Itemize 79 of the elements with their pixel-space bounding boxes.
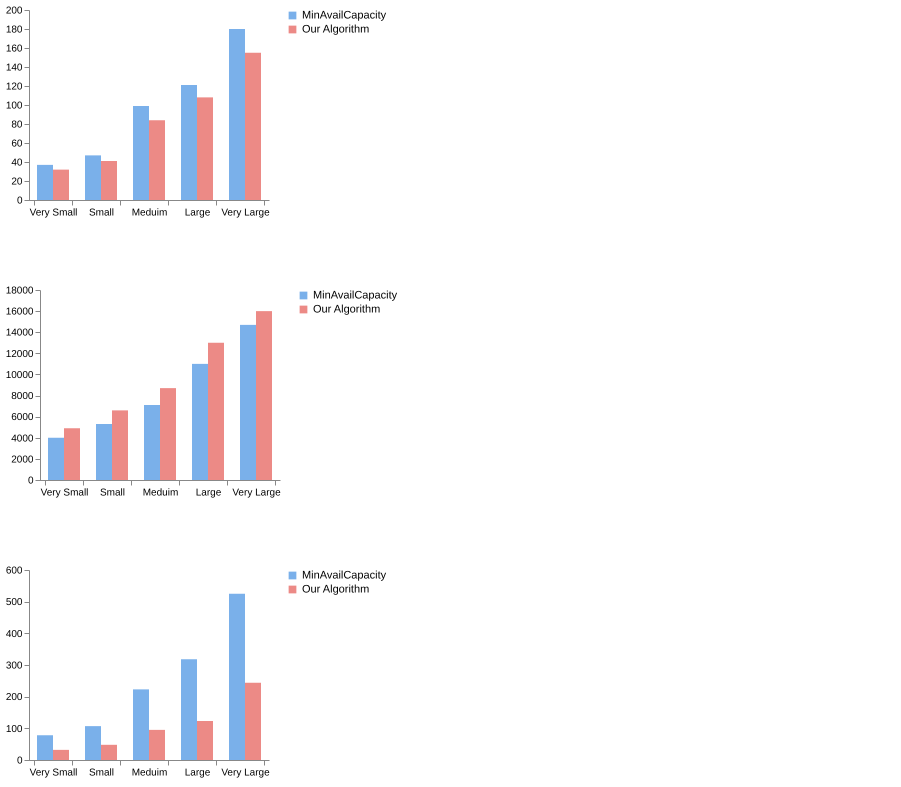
bar <box>133 106 149 200</box>
y-tick-label: 120 <box>6 82 23 92</box>
y-tick-label: 140 <box>6 62 23 74</box>
y-tick-label: 10000 <box>6 370 34 381</box>
y-tick-label: 6000 <box>11 412 34 424</box>
bar <box>149 730 165 760</box>
bar <box>229 29 245 200</box>
bar <box>160 388 176 480</box>
bar <box>101 744 117 760</box>
x-tick-label: Very Large <box>221 768 270 778</box>
y-tick-label: 200 <box>6 6 23 16</box>
x-tick-label: Small <box>100 488 126 498</box>
y-tick-label: 18000 <box>6 286 34 296</box>
y-tick-label: 60 <box>11 138 23 150</box>
y-tick-label: 2000 <box>11 454 34 466</box>
bar <box>37 164 53 200</box>
bar <box>208 342 224 480</box>
y-tick-label: 0 <box>16 756 23 766</box>
legend-label: Our Algorithm <box>313 304 380 316</box>
y-tick-label: 0 <box>16 196 23 206</box>
x-tick-label: Large <box>196 488 222 498</box>
x-tick-label: Very Large <box>221 208 270 218</box>
legend-label: MinAvailCapacity <box>302 570 387 582</box>
y-tick-label: 600 <box>6 566 23 576</box>
bar <box>197 721 213 760</box>
bar <box>245 52 261 200</box>
bar <box>37 735 53 760</box>
x-tick-label: Very Small <box>40 488 88 498</box>
bar <box>133 689 149 760</box>
bar <box>256 311 272 480</box>
bar <box>240 324 256 480</box>
bar <box>53 750 69 760</box>
bar <box>181 659 197 760</box>
y-tick-label: 40 <box>11 158 23 168</box>
bar <box>229 594 245 760</box>
bar <box>101 161 117 200</box>
x-tick-label: Meduim <box>132 768 168 778</box>
x-tick-label: Meduim <box>142 488 178 498</box>
y-tick-label: 8000 <box>11 391 34 402</box>
y-tick-label: 4000 <box>11 433 34 444</box>
y-tick-label: 200 <box>6 692 23 704</box>
bar <box>48 438 64 480</box>
bar <box>53 170 69 200</box>
bar <box>149 120 165 200</box>
bar <box>85 155 101 200</box>
x-tick-label: Large <box>184 208 211 218</box>
x-tick-label: Small <box>88 208 114 218</box>
x-tick-label: Very Small <box>30 208 78 218</box>
bar <box>192 364 208 480</box>
x-tick-label: Small <box>88 768 114 778</box>
bar <box>64 428 80 480</box>
y-tick-label: 100 <box>6 724 23 735</box>
y-tick-label: 100 <box>6 100 23 112</box>
legend-label: MinAvailCapacity <box>302 10 387 22</box>
y-tick-label: 400 <box>6 628 23 640</box>
x-tick-label: Very Large <box>232 488 282 498</box>
bar <box>112 410 128 480</box>
y-tick-label: 500 <box>6 597 23 608</box>
x-tick-label: Large <box>184 768 211 778</box>
y-tick-label: 80 <box>11 120 23 130</box>
bar <box>144 405 160 480</box>
bar <box>181 85 197 200</box>
x-tick-label: Very Small <box>30 768 78 778</box>
x-tick-label: Meduim <box>132 208 168 218</box>
y-tick-label: 16000 <box>6 306 34 318</box>
y-tick-label: 20 <box>11 176 23 188</box>
bar <box>245 682 261 760</box>
legend-label: MinAvailCapacity <box>313 290 398 302</box>
y-tick-label: 0 <box>28 476 34 486</box>
y-tick-label: 300 <box>6 660 23 672</box>
legend-label: Our Algorithm <box>302 24 370 36</box>
y-tick-label: 14000 <box>6 328 34 339</box>
legend-label: Our Algorithm <box>302 584 370 596</box>
y-tick-label: 160 <box>6 44 23 54</box>
y-tick-label: 180 <box>6 24 23 36</box>
bar <box>96 424 112 480</box>
bar <box>85 726 101 760</box>
bar <box>197 97 213 200</box>
y-tick-label: 12000 <box>6 348 34 360</box>
